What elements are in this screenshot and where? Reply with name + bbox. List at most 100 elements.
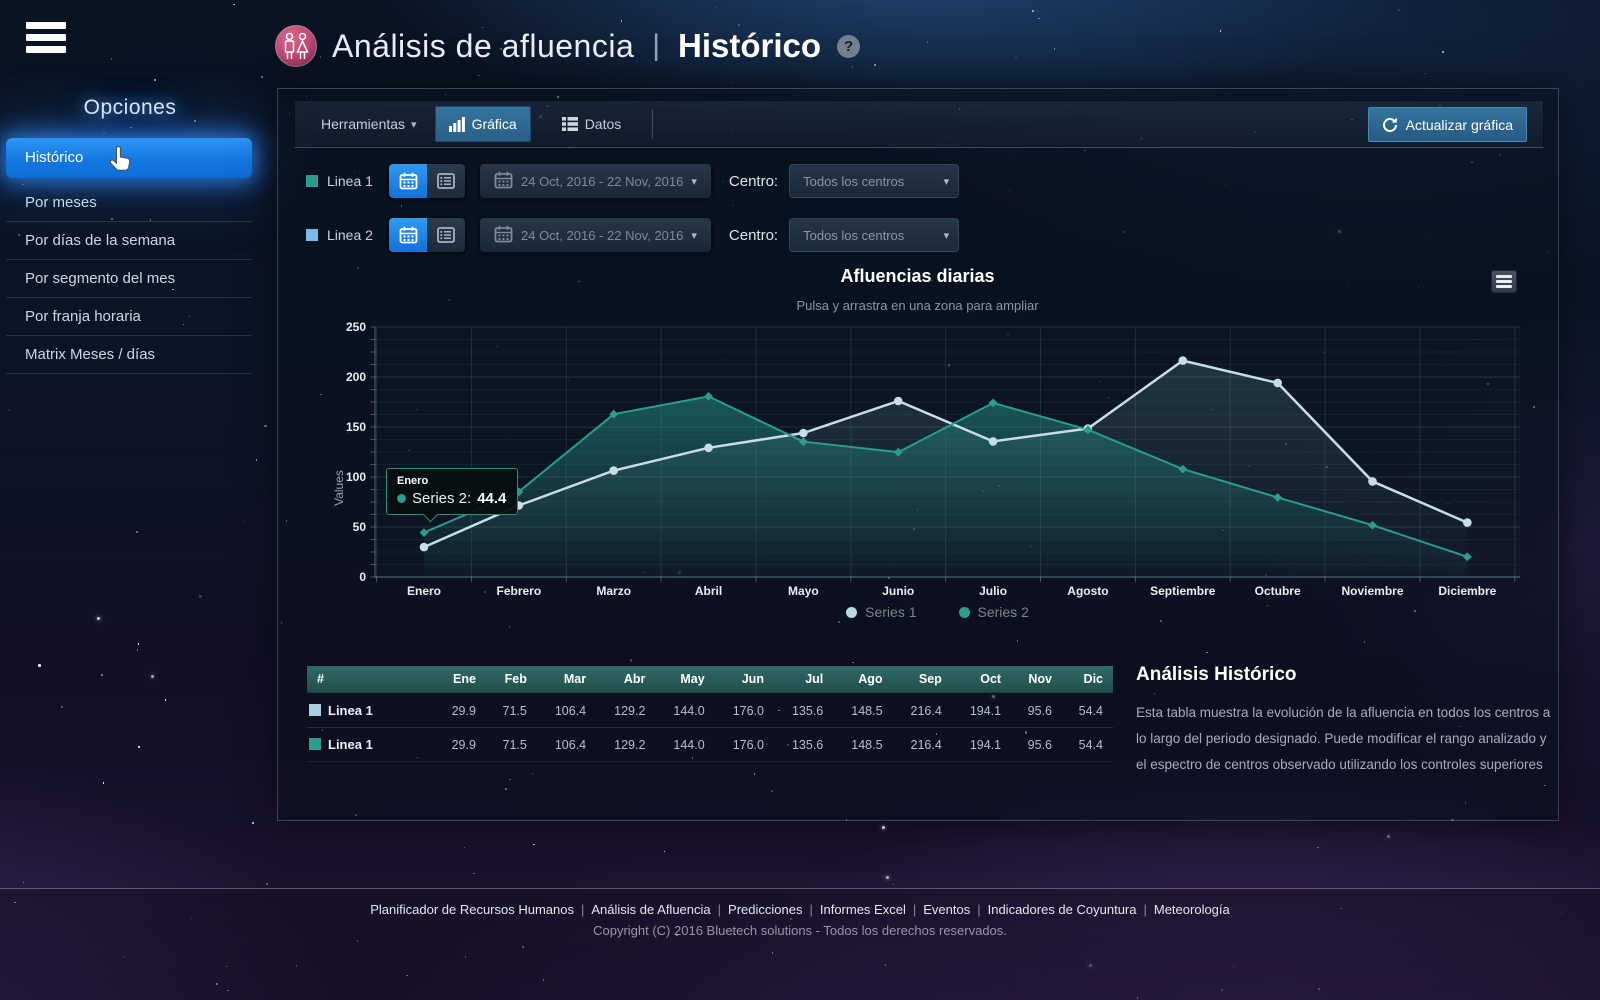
svg-text:Septiembre: Septiembre: [1150, 584, 1216, 598]
table-header-cell: Jun: [714, 666, 774, 694]
tab-datos[interactable]: Datos: [549, 107, 635, 141]
legend-item-1[interactable]: Series 1: [846, 604, 917, 620]
row-color-swatch: [309, 738, 321, 750]
table-icon: [561, 117, 578, 131]
footer-link-separator: |: [581, 902, 585, 917]
svg-text:100: 100: [346, 470, 366, 484]
sidebar: Opciones Histórico Por meses Por días de …: [0, 96, 260, 374]
legend-label: Series 2: [977, 604, 1029, 620]
sidebar-item-0[interactable]: Histórico: [6, 138, 252, 178]
table-value-cell: 148.5: [833, 727, 893, 762]
series-color-swatch: [306, 229, 318, 241]
tooltip-category: Enero: [397, 475, 429, 487]
footer: Planificador de Recursos Humanos | Análisi…: [0, 888, 1600, 1000]
calendar-mode-button[interactable]: [389, 218, 427, 252]
mode-toggle-group: [388, 163, 466, 199]
chart-title: Afluencias diarias: [840, 266, 995, 286]
footer-link-5[interactable]: Indicadores de Coyuntura: [987, 902, 1137, 917]
tools-dropdown-label: Herramientas: [321, 116, 406, 132]
table-value-cell: 176.0: [732, 703, 764, 718]
chart-subtitle: Pulsa y arrastra en una zona para amplia…: [796, 298, 1039, 313]
footer-link-3[interactable]: Informes Excel: [819, 902, 906, 917]
hamburger-menu-icon[interactable]: [26, 22, 66, 59]
row-label: Linea 1: [328, 703, 373, 718]
footer-link-2[interactable]: Predicciones: [728, 902, 803, 917]
series-color-swatch: [306, 175, 318, 187]
centro-select[interactable]: Todos los centros ▾: [789, 164, 960, 198]
sidebar-item-3[interactable]: Por segmento del mes: [6, 260, 252, 298]
line-series-2[interactable]: [423, 395, 1468, 558]
legend-dot: [958, 606, 970, 618]
table-header-cell: Ago: [833, 666, 893, 694]
date-range-button[interactable]: 24 Oct, 2016 - 22 Nov, 2016 ▾: [479, 163, 712, 199]
table-value-cell: 71.5: [502, 703, 527, 718]
table-header-cell: Mar: [536, 666, 597, 694]
app-header: Análisis de afluencia | Histórico ?: [274, 24, 861, 68]
tooltip-value: 44.4: [477, 490, 507, 507]
centro-label: Centro:: [728, 226, 779, 244]
centro-select-value: Todos los centros: [803, 173, 905, 189]
footer-link-4[interactable]: Eventos: [923, 902, 971, 917]
chart-tooltip: Enero Series 2: 44.4: [386, 468, 519, 515]
calendar-mode-button[interactable]: [389, 164, 427, 198]
list-mode-button[interactable]: [427, 164, 465, 198]
svg-text:250: 250: [346, 320, 366, 334]
table-header-cell: Jul: [773, 666, 834, 694]
tab-grafica[interactable]: Gráfica: [434, 106, 531, 142]
svg-text:Enero: Enero: [407, 584, 441, 598]
table-header-cell: Nov: [1011, 666, 1063, 694]
caret-down-icon: ▾: [943, 229, 950, 242]
table-value-cell: 144.0: [673, 703, 705, 718]
sidebar-item-label: Por días de la semana: [25, 232, 176, 249]
line-series-1[interactable]: [423, 359, 1468, 549]
table-value-cell: 29.9: [435, 727, 486, 762]
svg-text:0: 0: [359, 570, 366, 584]
footer-link-0[interactable]: Planificador de Recursos Humanos: [370, 902, 574, 917]
sidebar-item-1[interactable]: Por meses: [6, 184, 252, 222]
footer-link-separator: |: [912, 902, 917, 917]
table-value-cell: 106.4: [554, 703, 587, 718]
chart-context-menu-button[interactable]: [1491, 270, 1517, 293]
date-range-button[interactable]: 24 Oct, 2016 - 22 Nov, 2016 ▾: [479, 217, 712, 253]
table-value-cell: 135.6: [791, 703, 824, 718]
date-range-label: 24 Oct, 2016 - 22 Nov, 2016: [521, 173, 684, 189]
help-icon[interactable]: ?: [837, 34, 861, 58]
table-value-cell: 95.6: [1011, 727, 1063, 762]
toolbar-separator: [652, 109, 654, 139]
svg-text:50: 50: [353, 520, 367, 534]
table-value-cell: 71.5: [485, 727, 537, 762]
sidebar-item-label: Por meses: [25, 194, 97, 211]
people-icon: [274, 24, 318, 68]
sidebar-item-label: Por segmento del mes: [25, 270, 176, 287]
svg-text:Abril: Abril: [695, 584, 722, 598]
svg-text:Junio: Junio: [882, 584, 914, 598]
table-row-1: Linea 1 29.9 71.5 106.4 129.2 144.0 176.0 135.6…: [307, 693, 1113, 728]
page-title: Histórico: [678, 27, 822, 64]
chart-canvas[interactable]: 0 50 100 150 200 250 Enero Febrero Marzo Abril May…: [330, 320, 1545, 612]
list-mode-button[interactable]: [427, 218, 465, 252]
sidebar-item-label: Histórico: [25, 149, 84, 166]
sidebar-item-5[interactable]: Matrix Meses / días: [6, 336, 252, 374]
refresh-chart-button[interactable]: Actualizar gráfica: [1367, 107, 1527, 142]
sidebar-item-4[interactable]: Por franja horaria: [6, 298, 252, 336]
centro-select-value: Todos los centros: [803, 227, 905, 243]
footer-link-6[interactable]: Meteorología: [1153, 902, 1230, 917]
series-label: Linea 1: [327, 173, 373, 189]
table-label-cell: Linea 1: [307, 693, 435, 728]
sidebar-item-2[interactable]: Por días de la semana: [6, 222, 252, 260]
svg-text:Julio: Julio: [979, 584, 1007, 598]
cursor-hand-icon: [109, 145, 131, 171]
svg-text:200: 200: [346, 370, 366, 384]
centro-select[interactable]: Todos los centros ▾: [789, 218, 960, 252]
legend-item-2[interactable]: Series 2: [958, 604, 1029, 620]
table-header-cell: Oct: [951, 666, 1012, 694]
tab-grafica-label: Gráfica: [471, 116, 517, 132]
table-header-cell: May: [655, 666, 715, 694]
tools-dropdown[interactable]: Herramientas ▾: [321, 116, 417, 132]
table-value-cell: 129.2: [614, 703, 646, 718]
caret-down-icon: ▾: [411, 118, 417, 131]
table-header-cell: Sep: [892, 666, 952, 694]
footer-link-1[interactable]: Análisis de Afluencia: [591, 902, 711, 917]
svg-text:150: 150: [346, 420, 366, 434]
